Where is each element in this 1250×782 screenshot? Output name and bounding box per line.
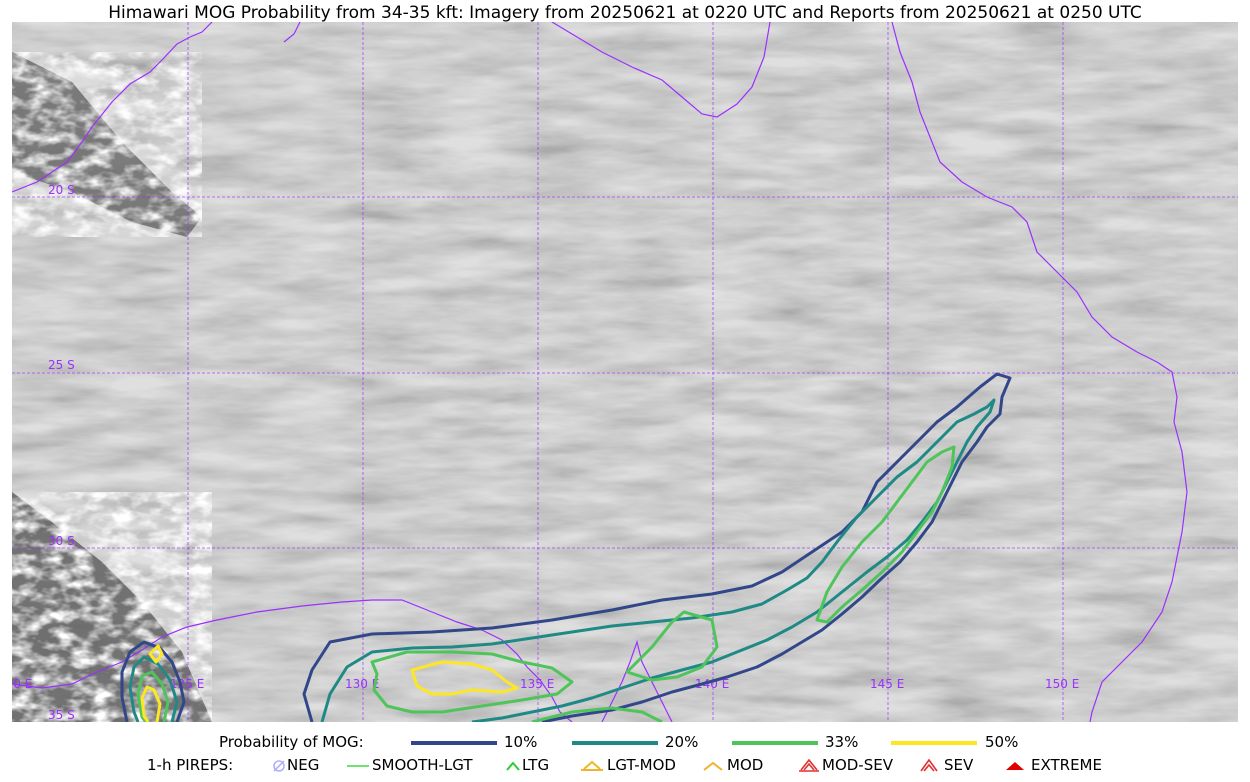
pirep-lgt-mod-label: LGT-MOD bbox=[607, 756, 676, 774]
probability-legend-title: Probability of MOG: bbox=[219, 733, 364, 751]
caret-bar-icon bbox=[581, 760, 603, 771]
lat-label: 30 S bbox=[48, 534, 75, 548]
lon-label: 145 E bbox=[870, 677, 904, 691]
lon-label: 125 E bbox=[170, 677, 204, 691]
lat-label: 35 S bbox=[48, 708, 75, 722]
pirep-neg-label: NEG bbox=[287, 756, 320, 774]
lon-label: 130 E bbox=[345, 677, 379, 691]
prob-contour-10 bbox=[120, 372, 1012, 722]
pirep-mod-label: MOD bbox=[727, 756, 764, 774]
caret-icon bbox=[506, 761, 520, 771]
prob-10-label: 10% bbox=[504, 733, 538, 751]
prob-contour-20 bbox=[128, 398, 996, 722]
lat-label: 25 S bbox=[48, 358, 75, 372]
double-caret-bar-icon bbox=[799, 758, 819, 772]
prob-contour-50 bbox=[140, 644, 519, 722]
pirep-legend: 1-h PIREPS: NEG SMOOTH-LGT LTG LGT-MOD M… bbox=[0, 754, 1250, 776]
pirep-sev-label: SEV bbox=[944, 756, 974, 774]
double-caret-icon bbox=[920, 758, 938, 772]
line-icon bbox=[347, 765, 369, 767]
pirep-mod-sev-label: MOD-SEV bbox=[822, 756, 893, 774]
cloud-band-southwest bbox=[12, 492, 212, 722]
filled-caret-icon bbox=[1006, 762, 1024, 770]
lon-label: 150 E bbox=[1045, 677, 1079, 691]
imagery-texture bbox=[12, 22, 1238, 722]
cloud-band-northwest bbox=[12, 52, 202, 237]
prob-10-swatch bbox=[411, 741, 497, 745]
pirep-smooth-lgt-label: SMOOTH-LGT bbox=[372, 756, 473, 774]
lon-label: 135 E bbox=[520, 677, 554, 691]
prob-20-label: 20% bbox=[665, 733, 699, 751]
prob-33-label: 33% bbox=[825, 733, 859, 751]
probability-legend: Probability of MOG: 10% 20% 33% 50% bbox=[0, 731, 1250, 753]
prob-50-label: 50% bbox=[985, 733, 1019, 751]
prob-50-swatch bbox=[891, 741, 977, 745]
satellite-map[interactable]: 20 S 25 S 30 S 35 S 120 E 125 E 130 E 13… bbox=[12, 22, 1238, 722]
prob-33-swatch bbox=[732, 741, 818, 745]
lat-label: 20 S bbox=[48, 183, 75, 197]
neg-icon bbox=[273, 760, 285, 772]
lon-label: 140 E bbox=[695, 677, 729, 691]
pirep-ltg-label: LTG bbox=[522, 756, 550, 774]
pirep-extreme-label: EXTREME bbox=[1031, 756, 1102, 774]
pirep-legend-title: 1-h PIREPS: bbox=[147, 756, 234, 774]
coastline bbox=[12, 22, 1188, 722]
caret-icon bbox=[703, 761, 723, 771]
prob-contour-33 bbox=[136, 445, 956, 722]
prob-20-swatch bbox=[572, 741, 658, 745]
graticule bbox=[12, 22, 1238, 722]
lon-label: 120 E bbox=[12, 677, 32, 691]
map-title: Himawari MOG Probability from 34-35 kft:… bbox=[108, 3, 1142, 23]
